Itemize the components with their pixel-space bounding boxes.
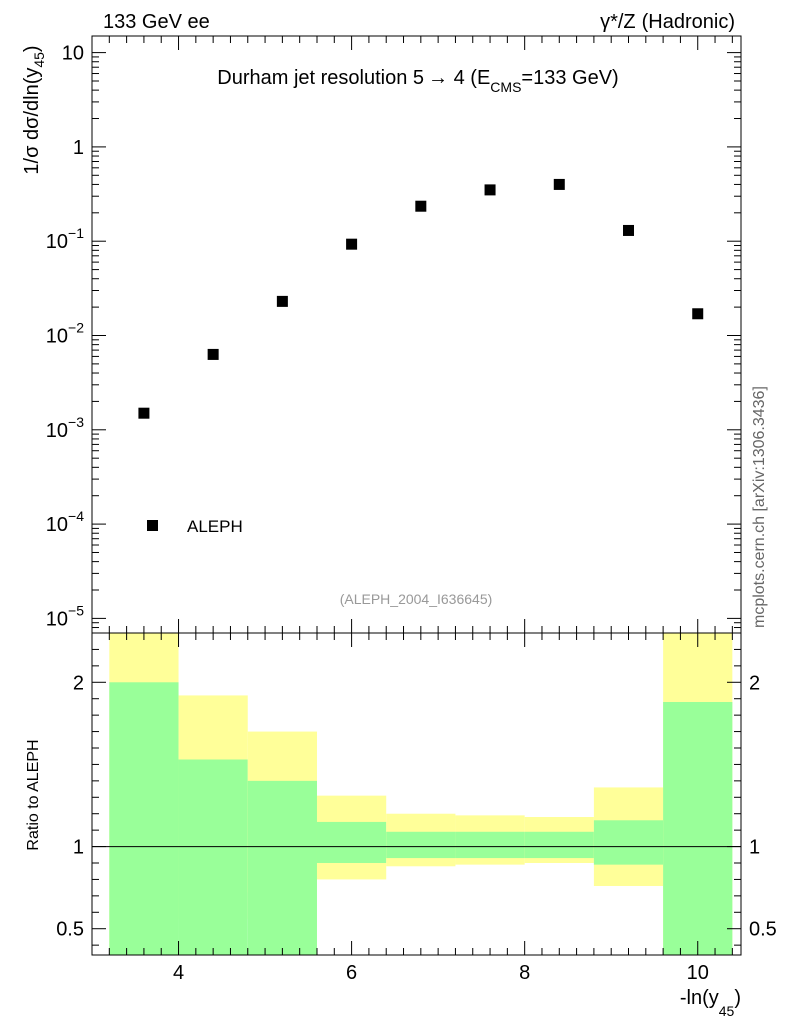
- data-point: [138, 407, 150, 419]
- header-channel-suffix: (Hadronic): [642, 11, 735, 33]
- data-point: [415, 200, 427, 212]
- tick-exponent: −5: [68, 602, 84, 618]
- ylabel-subscript: 45: [31, 52, 47, 68]
- tick-base: 10: [46, 231, 68, 253]
- ratio-y-tick-label-right: 2: [749, 672, 760, 694]
- tick-base: 10: [46, 325, 68, 347]
- main-y-tick-label: 1: [73, 137, 84, 159]
- tick-base: 10: [46, 420, 68, 442]
- ratio-y-tick-label: 0.5: [56, 919, 84, 941]
- title-prefix: Durham jet resolution 5: [217, 67, 424, 89]
- x-tick-label: 10: [687, 962, 709, 984]
- source-watermark: mcplots.cern.ch [arXiv:1306.3436]: [751, 386, 768, 628]
- title-subscript: CMS: [490, 79, 521, 95]
- x-tick-label: 8: [519, 962, 530, 984]
- stat-uncertainty-band: [663, 702, 733, 955]
- ratio-x-ticks: 4 6 8 10: [108, 633, 733, 984]
- xlabel-prefix: -ln(y: [680, 987, 719, 1009]
- ratio-y-tick-label-right: 0.5: [749, 919, 777, 941]
- header-process-label: 133 GeV ee: [103, 11, 210, 33]
- data-points: [138, 178, 704, 419]
- main-panel-frame: [91, 35, 742, 634]
- main-y-tick-label: 10−4: [46, 508, 84, 536]
- ratio-y-tick-label: 2: [73, 672, 84, 694]
- main-y-tick-label: 10−3: [46, 414, 84, 442]
- legend-label: ALEPH: [187, 517, 243, 536]
- title-arrow: →: [428, 67, 448, 89]
- ratio-y-axis-label: Ratio to ALEPH: [25, 739, 42, 850]
- header-channel-prefix: γ*/Z: [600, 11, 636, 33]
- tick-exponent: −3: [68, 414, 84, 430]
- stat-uncertainty-band: [593, 820, 664, 865]
- tick-exponent: −1: [68, 225, 84, 241]
- analysis-id: (ALEPH_2004_I636645): [340, 591, 493, 607]
- legend-marker: [147, 520, 158, 531]
- main-y-tick-label: 10: [62, 43, 84, 65]
- stat-uncertainty-band: [178, 759, 248, 955]
- x-tick-label: 4: [173, 962, 184, 984]
- main-x-ticks: [108, 36, 733, 633]
- ratio-panel: 4 6 8 10 2 2 1 1 0.5 0.5 Ratio to ALEPH -ln(y45): [25, 632, 777, 1019]
- header-channel-label: γ*/Z (Hadronic): [600, 11, 735, 33]
- title-suffix: =133 GeV): [521, 67, 618, 89]
- x-axis-label: -ln(y45): [680, 987, 741, 1019]
- data-point: [276, 295, 288, 307]
- tick-base: 10: [46, 514, 68, 536]
- ratio-y-tick-label: 1: [73, 837, 84, 859]
- stat-uncertainty-band: [524, 831, 594, 859]
- stat-uncertainty-band: [455, 831, 525, 859]
- data-point: [484, 184, 496, 196]
- ylabel-suffix: ): [21, 45, 43, 52]
- ylabel-prefix: 1/σ dσ/dln(y: [21, 68, 43, 175]
- xlabel-suffix: ): [734, 987, 741, 1009]
- main-y-axis-label: 1/σ dσ/dln(y45): [21, 45, 47, 174]
- uncertainty-bands: [109, 633, 733, 955]
- data-point: [207, 348, 219, 360]
- data-point: [692, 308, 704, 320]
- ratio-panel-frame: [91, 632, 742, 956]
- ratio-y-ticks: 2 2 1 1 0.5 0.5: [56, 632, 777, 946]
- main-y-tick-label: 10−2: [46, 319, 84, 347]
- tick-base: 10: [46, 608, 68, 630]
- x-tick-label: 6: [346, 962, 357, 984]
- xlabel-subscript: 45: [719, 1003, 735, 1019]
- title-middle: 4 (E: [448, 67, 490, 89]
- plot-title: Durham jet resolution 5 → 4 (ECMS=133 GeV…: [217, 67, 618, 95]
- ratio-y-tick-label-right: 1: [749, 837, 760, 859]
- tick-exponent: −2: [68, 319, 84, 335]
- data-point: [553, 178, 565, 190]
- tick-exponent: −4: [68, 508, 84, 524]
- data-point: [346, 238, 358, 250]
- stat-uncertainty-band: [386, 831, 456, 859]
- stat-uncertainty-band: [109, 682, 179, 955]
- main-y-tick-label: 10−5: [46, 602, 84, 630]
- stat-uncertainty-band: [247, 780, 317, 955]
- main-y-tick-label: 10−1: [46, 225, 84, 253]
- data-point: [623, 224, 635, 236]
- stat-uncertainty-band: [316, 821, 387, 863]
